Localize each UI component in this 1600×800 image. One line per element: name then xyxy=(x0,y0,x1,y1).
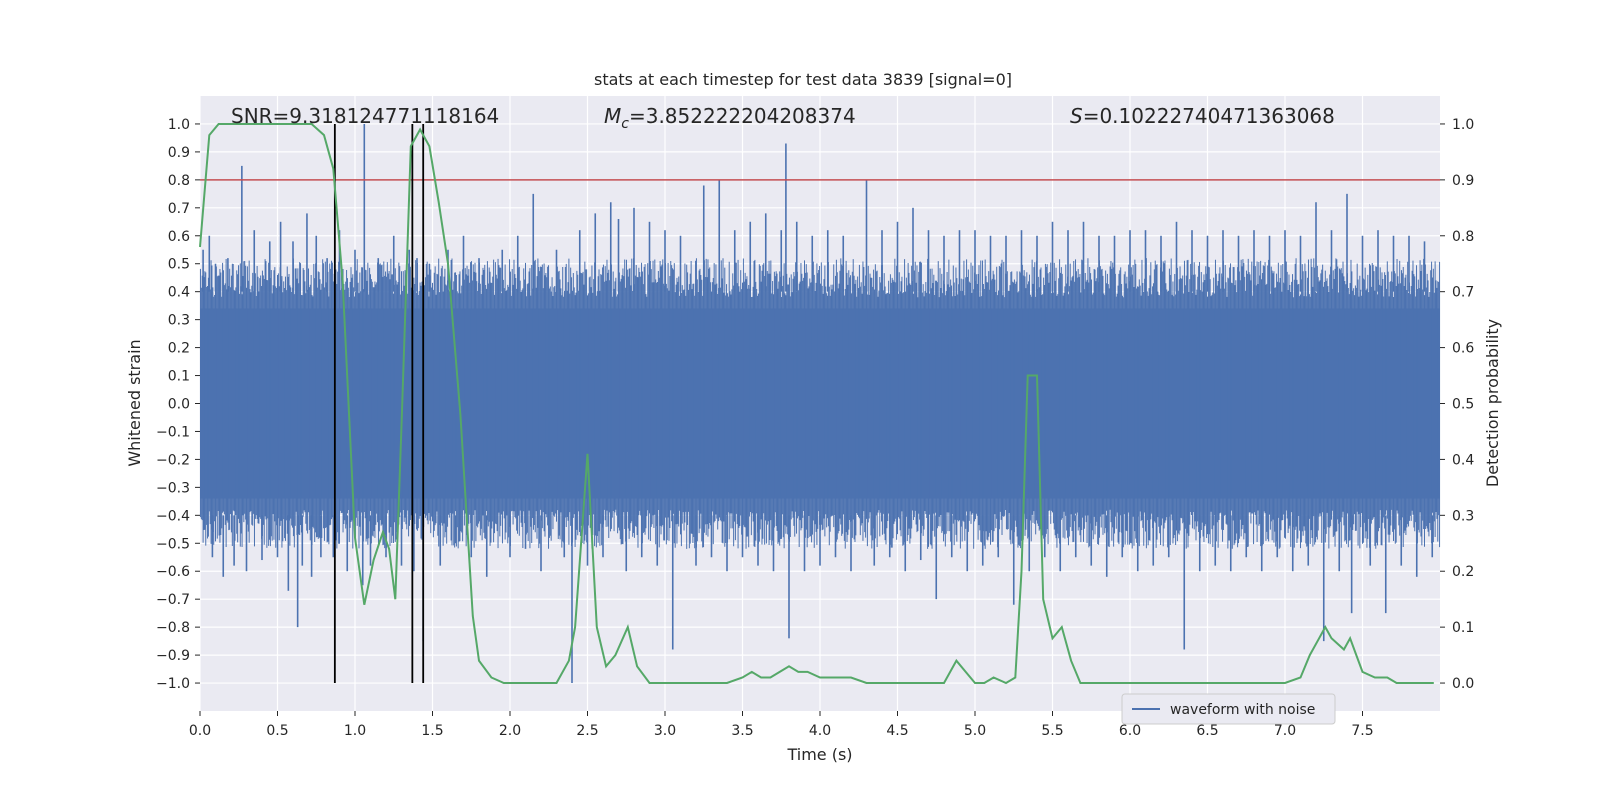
chart-title: stats at each timestep for test data 383… xyxy=(594,70,1012,89)
y-axis-ticks: −1.0 −0.9 −0.8 −0.7 −0.6 −0.5 −0.4 −0.3 −0.2 −0.1… xyxy=(156,117,200,692)
x-tick-label: 0.5 xyxy=(266,723,288,739)
y-tick-label: −0.7 xyxy=(156,592,190,608)
y2-tick-label: 0.7 xyxy=(1452,285,1474,301)
y-tick-label: 0.4 xyxy=(168,285,190,301)
x-tick-label: 1.5 xyxy=(421,723,443,739)
y-tick-label: 0.1 xyxy=(168,369,190,385)
y-tick-label: 0.7 xyxy=(168,201,190,217)
y-tick-label: −0.5 xyxy=(156,536,190,552)
y2-tick-label: 0.4 xyxy=(1452,452,1474,468)
x-tick-label: 1.0 xyxy=(344,723,366,739)
y-tick-label: 1.0 xyxy=(168,117,190,133)
y-tick-label: 0.5 xyxy=(168,257,190,273)
x-tick-label: 2.0 xyxy=(499,723,521,739)
mc-symbol: M xyxy=(604,104,621,128)
y2-tick-label: 1.0 xyxy=(1452,117,1474,133)
x-tick-label: 4.5 xyxy=(886,723,908,739)
x-axis-label: Time (s) xyxy=(786,745,852,764)
y-tick-label: −0.4 xyxy=(156,508,190,524)
snr-annotation: SNR=9.318124771118164 xyxy=(231,104,499,128)
y2-tick-label: 0.6 xyxy=(1452,341,1474,357)
x-axis-ticks: 0.0 0.5 1.0 1.5 2.0 2.5 3.0 3.5 4.0 4.5 5.0 5.5 6.0 6… xyxy=(189,711,1374,739)
y-tick-label: 0.2 xyxy=(168,341,190,357)
legend-box xyxy=(1121,693,1336,725)
waveform-series xyxy=(199,123,1441,684)
probability-line xyxy=(199,123,1434,685)
mc-annotation: Mc=3.852222204208374 xyxy=(604,104,856,132)
x-tick-label: 2.5 xyxy=(576,723,598,739)
y2-axis-label: Detection probability xyxy=(1483,319,1502,487)
y-tick-label: 0.8 xyxy=(168,173,190,189)
mc-subscript: c xyxy=(621,116,629,132)
y-tick-label: −0.2 xyxy=(156,452,190,468)
y-tick-label: −1.0 xyxy=(156,676,190,692)
x-tick-label: 3.0 xyxy=(654,723,676,739)
y-tick-label: −0.6 xyxy=(156,564,190,580)
x-tick-label: 5.5 xyxy=(1041,723,1063,739)
y-tick-label: −0.9 xyxy=(156,648,190,664)
x-tick-label: 7.0 xyxy=(1274,723,1296,739)
legend-label: waveform with noise xyxy=(1170,702,1315,718)
y-tick-label: 0.9 xyxy=(168,145,190,161)
x-tick-label: 7.5 xyxy=(1351,723,1373,739)
y-tick-label: −0.3 xyxy=(156,480,190,496)
y-axis-label: Whitened strain xyxy=(125,339,144,466)
legend: waveform with noise xyxy=(1121,693,1336,725)
y2-tick-label: 0.0 xyxy=(1452,676,1474,692)
s-annotation: S=0.10222740471363068 xyxy=(1070,104,1335,128)
x-tick-label: 5.0 xyxy=(964,723,986,739)
x-tick-label: 6.0 xyxy=(1119,723,1141,739)
x-tick-label: 6.5 xyxy=(1196,723,1218,739)
y2-tick-label: 0.8 xyxy=(1452,229,1474,245)
y2-tick-label: 0.5 xyxy=(1452,397,1474,413)
s-symbol: S xyxy=(1070,104,1083,128)
y-tick-label: 0.3 xyxy=(168,313,190,329)
probability-series xyxy=(199,123,1434,685)
y2-tick-label: 0.9 xyxy=(1452,173,1474,189)
y2-axis-ticks: 0.0 0.1 0.2 0.3 0.4 0.5 0.6 0.7 0.8 0.9 1.0 xyxy=(1440,117,1474,692)
y-tick-label: 0.6 xyxy=(168,229,190,245)
y-tick-label: −0.8 xyxy=(156,620,190,636)
mc-value: =3.852222204208374 xyxy=(629,104,856,128)
s-value: =0.10222740471363068 xyxy=(1083,104,1335,128)
x-tick-label: 3.5 xyxy=(731,723,753,739)
y-tick-label: −0.1 xyxy=(156,424,190,440)
x-tick-label: 4.0 xyxy=(809,723,831,739)
y2-tick-label: 0.1 xyxy=(1452,620,1474,636)
y2-tick-label: 0.3 xyxy=(1452,508,1474,524)
x-tick-label: 0.0 xyxy=(189,723,211,739)
y-tick-label: 0.0 xyxy=(168,397,190,413)
y2-tick-label: 0.2 xyxy=(1452,564,1474,580)
vertical-markers xyxy=(333,123,425,684)
